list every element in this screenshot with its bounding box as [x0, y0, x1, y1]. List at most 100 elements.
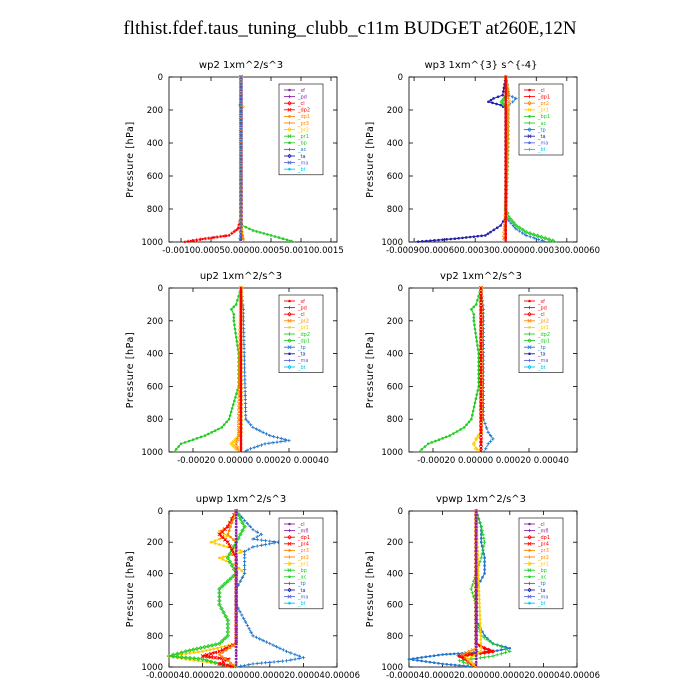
data-point [491, 641, 495, 646]
data-point [458, 664, 461, 667]
data-point [503, 650, 508, 655]
data-point [232, 663, 235, 667]
data-point [205, 643, 211, 649]
y-tick-label: 0 [158, 507, 163, 517]
data-point [495, 653, 499, 657]
panel-title: up2 1xm^2/s^3 [200, 271, 282, 282]
data-point [251, 662, 255, 666]
data-point [272, 660, 276, 664]
data-point [457, 236, 460, 240]
data-point [234, 569, 238, 573]
data-point [504, 228, 508, 232]
data-point [474, 581, 478, 585]
y-tick-label: 800 [147, 632, 163, 642]
data-point [474, 397, 478, 401]
data-point [479, 430, 483, 434]
data-point [234, 553, 238, 557]
data-point [482, 544, 486, 548]
data-point [271, 643, 275, 647]
data-point [479, 524, 483, 529]
data-point [531, 232, 536, 237]
data-point [474, 577, 478, 581]
data-point [484, 447, 488, 451]
data-point [483, 556, 486, 560]
data-point [217, 641, 222, 646]
data-point [239, 198, 243, 202]
legend-marker [527, 364, 532, 370]
data-point [474, 593, 478, 597]
data-point [280, 659, 285, 663]
legend-marker [528, 299, 531, 303]
data-point [239, 114, 243, 119]
data-point [479, 366, 483, 370]
data-point [191, 647, 196, 652]
data-point [217, 427, 220, 431]
data-point [245, 448, 249, 453]
data-point [474, 645, 478, 649]
legend-marker [527, 100, 532, 106]
data-point [245, 623, 250, 628]
data-point [239, 310, 243, 314]
data-point [469, 655, 473, 659]
data-point [474, 557, 478, 561]
data-point [268, 660, 272, 665]
data-point [477, 589, 481, 593]
data-point [239, 294, 243, 298]
data-point [242, 663, 247, 668]
data-point [434, 439, 437, 443]
data-point [276, 659, 280, 664]
panel-title: upwp 1xm^2/s^3 [196, 494, 286, 505]
data-point [297, 656, 301, 661]
y-tick-label: 600 [147, 382, 163, 392]
data-point [170, 652, 176, 658]
legend-label: _ac [537, 121, 547, 127]
data-point [243, 389, 247, 394]
data-point [211, 235, 215, 240]
legend-marker [527, 358, 532, 363]
data-point [234, 513, 238, 517]
data-point [472, 312, 476, 316]
data-point [289, 658, 293, 662]
data-point [234, 629, 238, 633]
data-point [508, 217, 514, 223]
legend-marker [287, 581, 292, 586]
data-point [474, 549, 478, 553]
data-point [479, 342, 483, 346]
data-point [241, 234, 245, 237]
data-point [420, 240, 424, 243]
data-point [239, 154, 243, 158]
legend-label: _tp [297, 345, 306, 351]
legend-label: _ta [297, 588, 306, 594]
data-point [239, 217, 243, 222]
data-point [478, 410, 484, 415]
data-point [242, 549, 247, 554]
data-point [239, 91, 243, 95]
data-point [504, 87, 508, 91]
y-axis-label: Pressure [hPa] [125, 332, 136, 409]
data-point [506, 103, 511, 108]
data-point [239, 434, 243, 438]
x-tick-labels: -0.00020 0.00000 0.00020 0.00040 [417, 456, 569, 466]
data-point [491, 101, 494, 105]
data-point [239, 418, 243, 422]
data-point [203, 237, 207, 241]
data-point [474, 589, 478, 593]
data-point [504, 119, 508, 123]
data-point [227, 529, 231, 532]
data-point [479, 286, 483, 290]
data-point [482, 540, 487, 544]
data-point [204, 654, 209, 659]
legend-label: _ma [537, 594, 548, 600]
data-point [174, 447, 178, 451]
legend-label: _sf [297, 88, 305, 94]
legend-marker [527, 561, 532, 566]
data-point [462, 426, 466, 429]
data-point [461, 660, 466, 665]
data-point [462, 664, 465, 668]
legend-marker [287, 134, 292, 139]
data-point [430, 441, 434, 444]
data-point [234, 331, 237, 335]
data-point [499, 224, 502, 227]
data-point [504, 188, 508, 191]
data-point [479, 298, 483, 302]
